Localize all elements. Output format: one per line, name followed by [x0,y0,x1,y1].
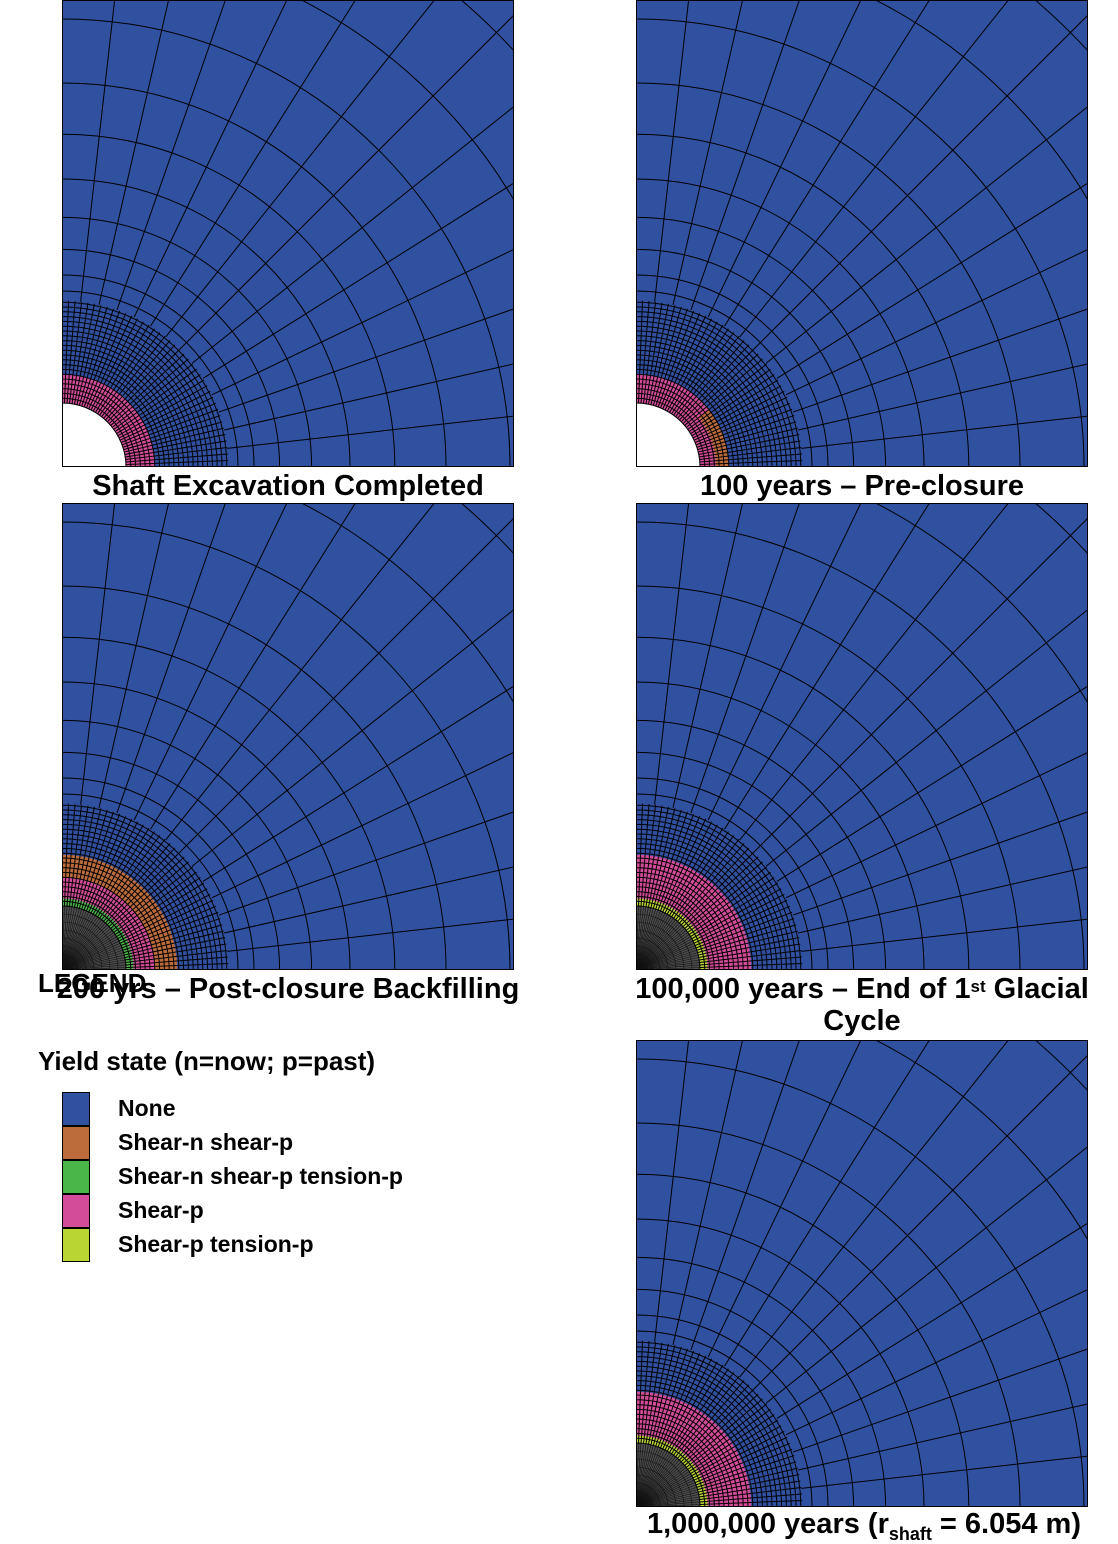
caption-backfilling: 200 yrs – Post-closure Backfilling [30,973,546,1005]
panel-border [62,0,514,467]
caption-text: 100 years – Pre-closure [699,470,1025,502]
shaft-opening [636,403,700,467]
caption-million-years: 1,000,000 years (rshaft = 6.054 m) [614,1508,1114,1544]
rock-region [62,0,514,467]
legend-swatch [62,1160,90,1194]
panel-border [62,503,514,970]
panel-border [636,1040,1088,1507]
mesh-plot [636,0,1088,467]
caption-pre-closure: 100 years – Pre-closure [636,470,1088,502]
shaft-opening [62,403,126,467]
mesh-plot [636,503,1088,970]
legend-label: Shear-p [118,1197,204,1223]
caption-glacial-cycle: 100,000 years – End of 1st Glacial Cycle [606,973,1118,1037]
mesh-grid [636,1040,1088,1507]
caption-text: 1,000,000 years (r [646,1508,889,1540]
mesh-panel-excavation [62,0,514,467]
mesh-grid [636,0,1088,467]
caption-excavation: Shaft Excavation Completed [62,470,514,502]
yield-zone-shear-n-shear-p [62,854,178,970]
caption-text: Shaft Excavation Completed [92,470,484,502]
mesh-plot [62,0,514,467]
legend-label: Shear-n shear-p tension-p [118,1163,403,1189]
rock-region [636,0,1088,467]
mesh-panel-pre-closure [636,0,1088,467]
legend-swatch [62,1126,90,1160]
legend-label: Shear-p tension-p [118,1231,314,1257]
caption-superscript: st [970,977,986,996]
legend-label: None [118,1095,176,1121]
legend-subtitle: Yield state (n=now; p=past) [38,1046,376,1076]
mesh-grid [62,503,514,970]
mesh-panel-glacial-cycle [636,503,1088,970]
caption-line2: Cycle [823,1005,901,1037]
backfill-mesh [62,906,126,970]
mesh-plot [636,1040,1088,1507]
mesh-grid [62,0,514,467]
mesh-panel-million-years [636,1040,1088,1507]
legend-title: LEGEND [38,968,147,998]
caption-text-after: Glacial [985,973,1089,1005]
mesh-panel-backfilling [62,503,514,970]
legend-swatch [62,1228,90,1262]
legend-swatch [62,1194,90,1228]
caption-text: 200 yrs – Post-closure Backfilling [56,973,520,1005]
legend-swatch [62,1092,90,1126]
legend-label: Shear-n shear-p [118,1129,294,1155]
caption-text-after: = 6.054 m) [931,1508,1081,1540]
panel-border [636,0,1088,467]
panel-border [636,503,1088,970]
mesh-grid [636,503,1088,970]
mesh-plot [62,503,514,970]
caption-subscript: shaft [888,1524,932,1544]
caption-text: 100,000 years – End of 1 [635,973,971,1005]
backfill-mesh [636,1443,700,1507]
backfill-mesh [636,906,700,970]
